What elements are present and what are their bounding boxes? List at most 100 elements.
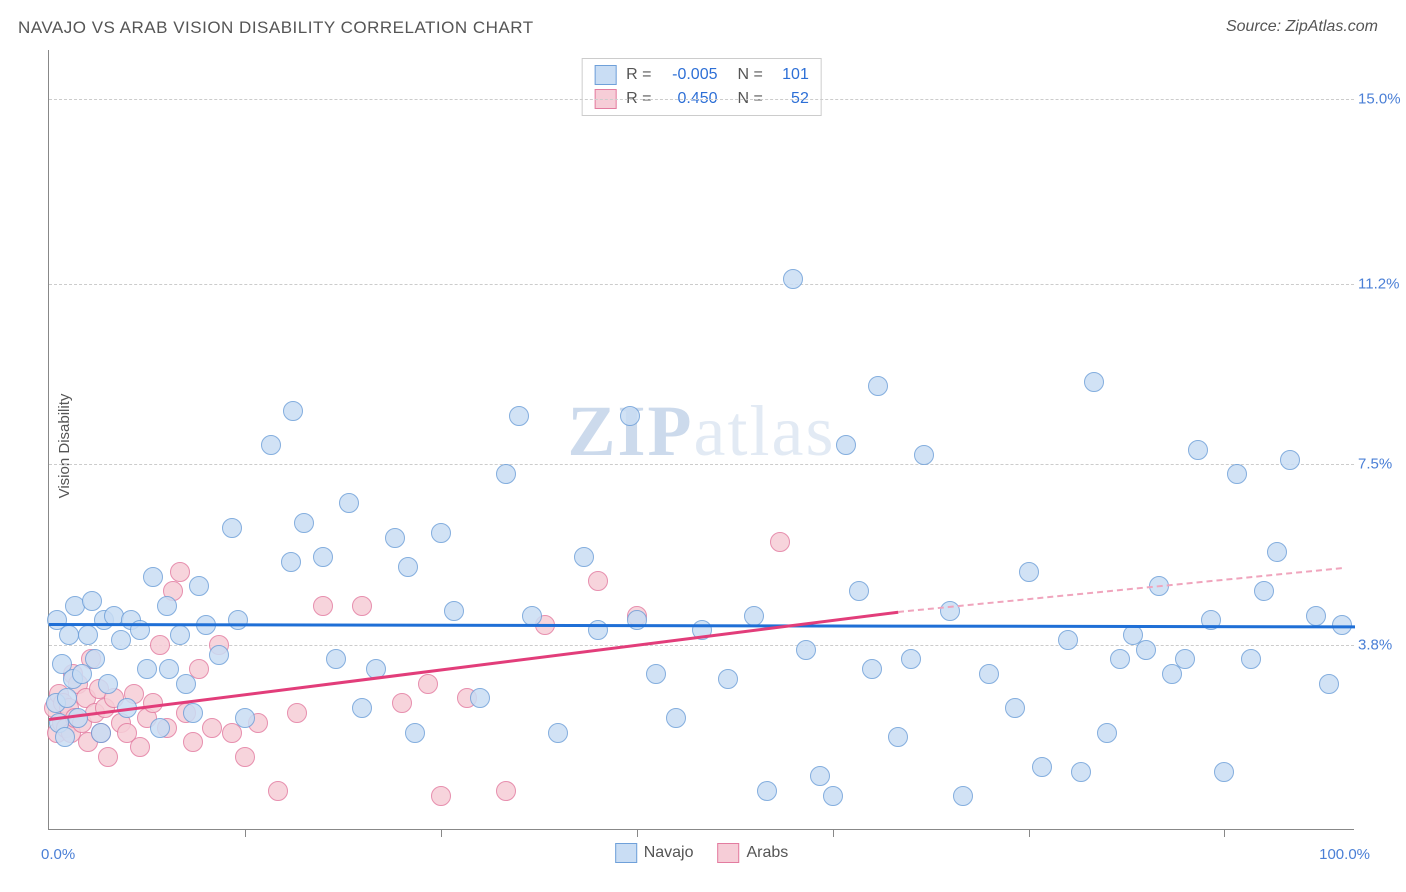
data-point <box>940 601 960 621</box>
data-point <box>85 649 105 669</box>
data-point <box>1058 630 1078 650</box>
gridline <box>49 464 1354 465</box>
data-point <box>522 606 542 626</box>
data-point <box>287 703 307 723</box>
data-point <box>281 552 301 572</box>
data-point <box>509 406 529 426</box>
gridline <box>49 645 1354 646</box>
data-point <box>326 649 346 669</box>
data-point <box>914 445 934 465</box>
data-point <box>392 693 412 713</box>
data-point <box>496 464 516 484</box>
x-tick <box>441 829 442 837</box>
data-point <box>1254 581 1274 601</box>
data-point <box>170 562 190 582</box>
legend-series: Navajo Arabs <box>615 843 789 863</box>
data-point <box>1032 757 1052 777</box>
legend-label: Navajo <box>644 844 694 862</box>
data-point <box>548 723 568 743</box>
data-point <box>202 718 222 738</box>
data-point <box>431 786 451 806</box>
data-point <box>78 625 98 645</box>
watermark-light: atlas <box>694 391 836 471</box>
data-point <box>150 635 170 655</box>
x-tick <box>833 829 834 837</box>
data-point <box>189 576 209 596</box>
data-point <box>150 718 170 738</box>
trend-line <box>898 567 1342 613</box>
data-point <box>953 786 973 806</box>
data-point <box>1084 372 1104 392</box>
data-point <box>1005 698 1025 718</box>
x-axis-max-label: 100.0% <box>1319 846 1370 863</box>
data-point <box>868 376 888 396</box>
data-point <box>836 435 856 455</box>
y-tick-label: 15.0% <box>1358 90 1406 107</box>
gridline <box>49 99 1354 100</box>
data-point <box>620 406 640 426</box>
data-point <box>1136 640 1156 660</box>
data-point <box>176 674 196 694</box>
data-point <box>1071 762 1091 782</box>
data-point <box>398 557 418 577</box>
data-point <box>111 630 131 650</box>
data-point <box>979 664 999 684</box>
data-point <box>313 596 333 616</box>
data-point <box>405 723 425 743</box>
legend-item: Navajo <box>615 843 694 863</box>
data-point <box>47 610 67 630</box>
data-point <box>888 727 908 747</box>
data-point <box>1214 762 1234 782</box>
x-tick <box>245 829 246 837</box>
data-point <box>313 547 333 567</box>
data-point <box>1097 723 1117 743</box>
data-point <box>823 786 843 806</box>
data-point <box>1188 440 1208 460</box>
data-point <box>143 567 163 587</box>
data-point <box>444 601 464 621</box>
data-point <box>183 732 203 752</box>
data-point <box>130 737 150 757</box>
chart-container: NAVAJO VS ARAB VISION DISABILITY CORRELA… <box>0 0 1406 892</box>
x-tick <box>1224 829 1225 837</box>
x-tick <box>1029 829 1030 837</box>
data-point <box>1306 606 1326 626</box>
data-point <box>1267 542 1287 562</box>
legend-r-value: -0.005 <box>662 66 718 84</box>
data-point <box>901 649 921 669</box>
data-point <box>55 727 75 747</box>
data-point <box>385 528 405 548</box>
y-tick-label: 11.2% <box>1358 276 1406 293</box>
watermark-bold: ZIP <box>568 391 694 471</box>
data-point <box>283 401 303 421</box>
chart-title: NAVAJO VS ARAB VISION DISABILITY CORRELA… <box>18 18 534 38</box>
data-point <box>261 435 281 455</box>
data-point <box>1280 450 1300 470</box>
data-point <box>666 708 686 728</box>
y-tick-label: 7.5% <box>1358 456 1406 473</box>
legend-n-value: 101 <box>773 66 809 84</box>
data-point <box>159 659 179 679</box>
data-point <box>82 591 102 611</box>
data-point <box>627 610 647 630</box>
legend-swatch <box>594 65 616 85</box>
legend-swatch <box>615 843 637 863</box>
source-label: Source: ZipAtlas.com <box>1226 18 1378 36</box>
data-point <box>294 513 314 533</box>
data-point <box>352 596 372 616</box>
x-tick <box>637 829 638 837</box>
gridline <box>49 284 1354 285</box>
data-point <box>810 766 830 786</box>
plot-area: ZIPatlas 0.0% 100.0% R =-0.005N =101R =0… <box>48 50 1354 830</box>
data-point <box>1110 649 1130 669</box>
data-point <box>574 547 594 567</box>
data-point <box>98 747 118 767</box>
data-point <box>352 698 372 718</box>
y-tick-label: 3.8% <box>1358 636 1406 653</box>
data-point <box>98 674 118 694</box>
legend-swatch <box>718 843 740 863</box>
data-point <box>418 674 438 694</box>
data-point <box>1241 649 1261 669</box>
legend-item: Arabs <box>718 843 789 863</box>
legend-r-label: R = <box>626 66 651 84</box>
